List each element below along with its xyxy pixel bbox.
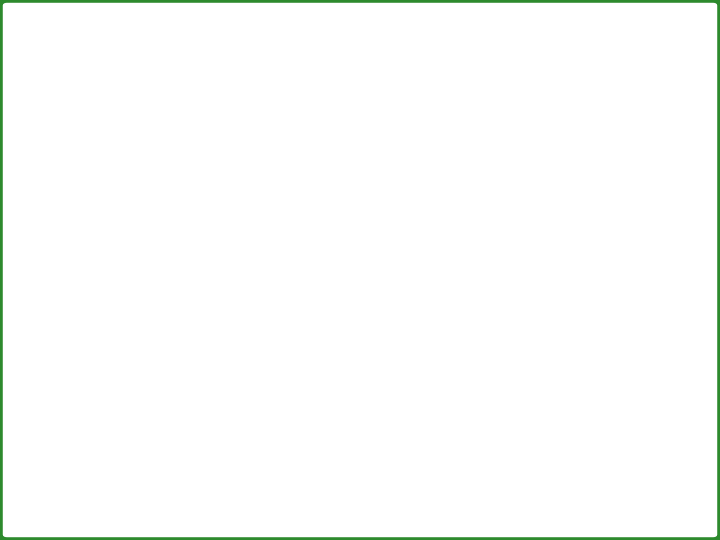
- Text: If gene-(unshared) environment interaction is not explicitly modeled,
it will be: If gene-(unshared) environment interacti…: [129, 422, 657, 457]
- Text: Additive
Genetic Effects: Additive Genetic Effects: [339, 223, 466, 263]
- Text: 0 x 1 = 0: 0 x 1 = 0: [490, 305, 572, 323]
- Text: ½: ½: [394, 359, 411, 377]
- Text: MZ Pairs: MZ Pairs: [124, 305, 200, 323]
- Text: Genotype x
Unshared
Environment
Interaction: Genotype x Unshared Environment Interact…: [478, 223, 584, 307]
- Text: 0 x ½ = 0: 0 x ½ = 0: [487, 359, 575, 377]
- Text: Unshared
(Unique)
Environment: Unshared (Unique) Environment: [238, 223, 344, 285]
- Text: 0: 0: [285, 359, 297, 377]
- Text: 1: 1: [397, 305, 408, 323]
- Text: Contributions of Genetic, Unshared
Environment, Genotype x Unshared
Environment : Contributions of Genetic, Unshared Envir…: [114, 85, 624, 199]
- Text: 0: 0: [285, 305, 297, 323]
- Text: DZ Pairs/Full Sibs: DZ Pairs/Full Sibs: [124, 359, 279, 377]
